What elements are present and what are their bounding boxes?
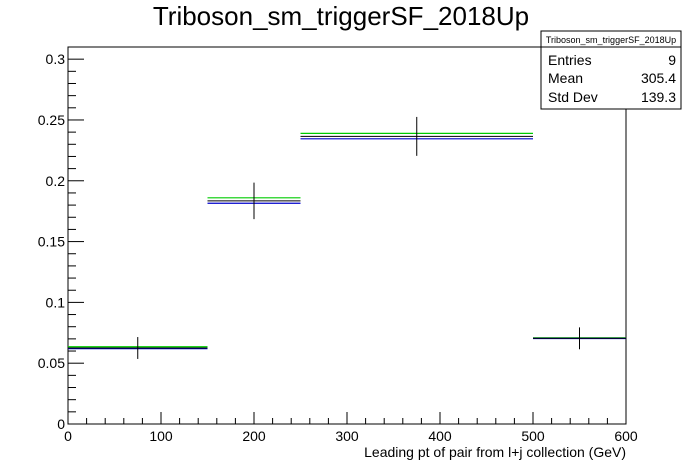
x-axis: 0 100 200 300 400 500 600	[64, 412, 638, 444]
histogram-bins	[68, 116, 626, 359]
x-tick-label: 600	[614, 428, 638, 444]
y-tick-label: 0.2	[46, 173, 66, 189]
stats-stddev-value: 139.3	[641, 89, 676, 105]
y-tick-label: 0.3	[46, 51, 66, 67]
x-tick-label: 500	[521, 428, 545, 444]
stats-entries-value: 9	[668, 52, 676, 68]
stats-box: Triboson_sm_triggerSF_2018Up Entries 9 M…	[540, 30, 682, 110]
stats-entries-label: Entries	[548, 52, 592, 68]
x-tick-label: 200	[242, 428, 266, 444]
stats-box-title: Triboson_sm_triggerSF_2018Up	[546, 35, 676, 45]
stats-mean-label: Mean	[548, 70, 583, 86]
x-tick-label: 400	[428, 428, 452, 444]
stats-stddev-label: Std Dev	[548, 89, 598, 105]
x-tick-label: 0	[64, 428, 72, 444]
chart-title: Triboson_sm_triggerSF_2018Up	[153, 1, 529, 31]
y-tick-label: 0.05	[38, 355, 65, 371]
y-tick-label: 0	[57, 416, 65, 432]
x-tick-label: 100	[149, 428, 173, 444]
y-tick-label: 0.15	[38, 234, 65, 250]
stats-box-frame	[540, 30, 682, 110]
y-axis: 0 0.05 0.1 0.15 0.2 0.25 0.3	[38, 46, 84, 432]
y-tick-label: 0.25	[38, 112, 65, 128]
stats-mean-value: 305.4	[641, 70, 676, 86]
x-axis-label: Leading pt of pair from l+j collection (…	[364, 444, 626, 460]
y-tick-label: 0.1	[46, 294, 66, 310]
x-tick-label: 300	[335, 428, 359, 444]
